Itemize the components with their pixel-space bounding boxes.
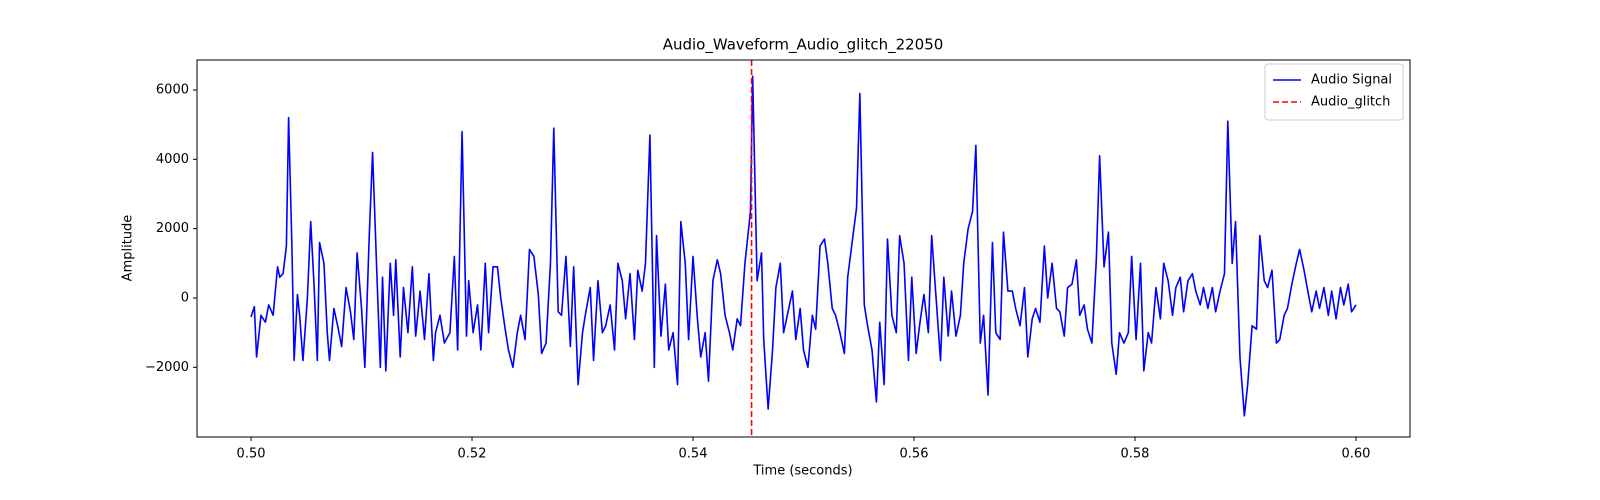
x-tick-label: 0.60: [1341, 447, 1370, 462]
y-tick-label: 6000: [156, 82, 189, 97]
plot-frame: [196, 59, 1411, 438]
legend-box: [1264, 63, 1404, 121]
chart-title: Audio_Waveform_Audio_glitch_22050: [663, 36, 944, 55]
legend-label: Audio_glitch: [1311, 95, 1390, 110]
x-tick-label: 0.50: [237, 447, 266, 462]
y-tick-label: 2000: [156, 221, 189, 236]
x-tick-label: 0.52: [458, 447, 487, 462]
y-tick-label: 0: [181, 290, 189, 305]
y-axis-label: Amplitude: [121, 215, 136, 282]
legend-label: Audio Signal: [1311, 73, 1392, 88]
x-tick-label: 0.54: [679, 447, 708, 462]
y-tick-label: −2000: [145, 360, 189, 375]
x-tick-label: 0.56: [900, 447, 929, 462]
x-tick-label: 0.58: [1121, 447, 1150, 462]
y-tick-label: 4000: [156, 152, 189, 167]
series-line: [250, 75, 1357, 417]
x-axis-label: Time (seconds): [752, 464, 852, 479]
